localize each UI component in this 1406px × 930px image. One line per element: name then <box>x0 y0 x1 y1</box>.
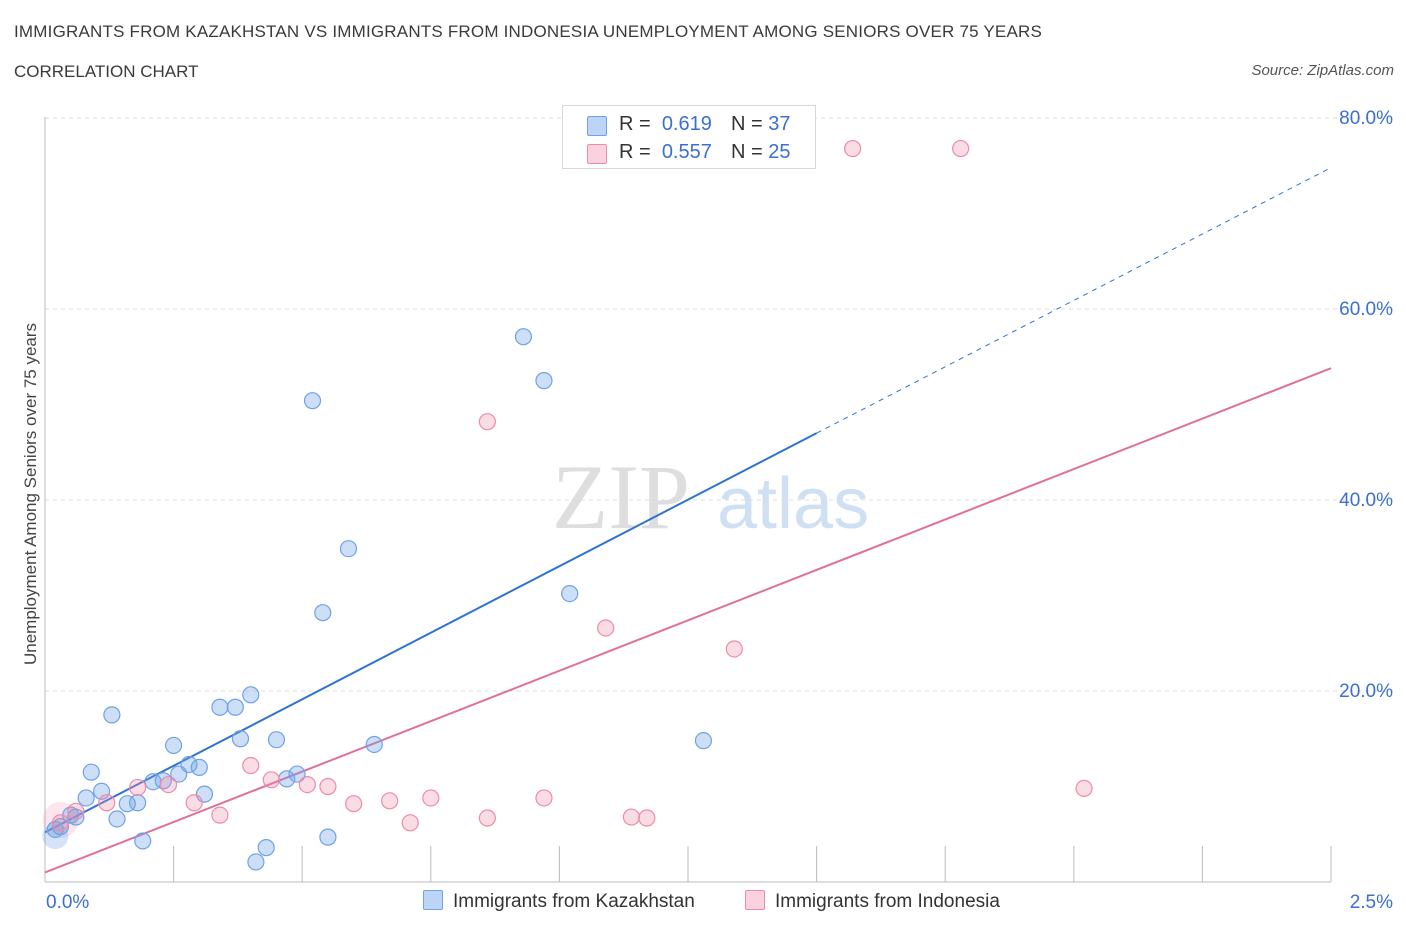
point-indonesia <box>478 809 496 827</box>
point-kazakhstan <box>267 731 286 749</box>
point-kazakhstan <box>257 839 275 857</box>
point-indonesia <box>298 775 316 794</box>
legend-n-value-kazakhstan: 37 <box>768 113 791 135</box>
legend-r-label: R = <box>619 113 651 135</box>
point-indonesia <box>67 802 85 820</box>
trend-line-kazakhstan-extension <box>816 167 1332 434</box>
point-indonesia <box>478 413 496 431</box>
point-indonesia <box>535 789 553 807</box>
y-tick-label: 80.0% <box>1339 108 1393 129</box>
point-indonesia <box>952 139 970 158</box>
point-indonesia <box>597 619 615 637</box>
point-indonesia <box>401 814 419 832</box>
bottom-legend-swatch-kazakhstan <box>423 890 443 910</box>
point-kazakhstan <box>339 540 358 558</box>
point-kazakhstan <box>103 706 121 724</box>
cluster-kazakhstan <box>42 823 69 850</box>
point-kazakhstan <box>319 828 337 846</box>
chart-subtitle: CORRELATION CHART <box>14 62 199 81</box>
point-kazakhstan <box>288 765 306 783</box>
cluster-indonesia <box>42 801 79 838</box>
y-tick-label: 60.0% <box>1339 299 1393 320</box>
grid <box>45 117 1395 692</box>
point-indonesia <box>1075 779 1093 798</box>
point-kazakhstan <box>128 794 147 812</box>
y-axis-label: Unemployment Among Seniors over 75 years <box>21 323 40 665</box>
legend-n-label: N = <box>731 141 763 163</box>
point-indonesia <box>345 795 363 813</box>
point-kazakhstan <box>165 736 183 755</box>
point-kazakhstan <box>242 686 260 704</box>
point-indonesia <box>638 809 656 827</box>
point-kazakhstan <box>561 584 579 603</box>
source-label: Source: ZipAtlas.com <box>1251 62 1394 79</box>
y-tick-label: 20.0% <box>1339 681 1393 702</box>
point-indonesia <box>319 777 337 796</box>
point-kazakhstan <box>535 372 553 390</box>
bottom-legend-label-kazakhstan: Immigrants from Kazakhstan <box>453 891 695 912</box>
point-indonesia <box>51 814 70 832</box>
legend-n-value-indonesia: 25 <box>768 141 791 163</box>
trend-lines <box>44 167 1332 874</box>
point-indonesia <box>381 792 399 810</box>
chart-title: IMMIGRANTS FROM KAZAKHSTAN VS IMMIGRANTS… <box>14 22 1043 41</box>
legend-n-label: N = <box>731 113 763 135</box>
point-kazakhstan <box>226 698 244 716</box>
point-kazakhstan <box>365 735 383 754</box>
point-indonesia <box>159 775 178 794</box>
point-kazakhstan <box>303 392 322 410</box>
point-kazakhstan <box>180 755 198 774</box>
point-kazakhstan <box>67 808 85 826</box>
data-points <box>42 139 1093 871</box>
point-kazakhstan <box>190 758 208 777</box>
watermark-atlas: atlas <box>717 464 869 544</box>
legend-swatch-kazakhstan <box>587 116 607 136</box>
bottom-legend-kazakhstan: Immigrants from Kazakhstan <box>423 890 695 913</box>
legend-swatch-indonesia <box>587 144 607 164</box>
point-kazakhstan <box>134 832 152 850</box>
x-tick-label: 2.5% <box>1350 892 1393 913</box>
watermark: ZIP atlas <box>552 446 869 548</box>
point-indonesia <box>211 806 229 824</box>
point-kazakhstan <box>314 604 332 622</box>
point-indonesia <box>844 139 862 158</box>
point-kazakhstan <box>694 732 713 750</box>
watermark-zip: ZIP <box>552 446 690 548</box>
point-indonesia <box>262 771 280 789</box>
point-kazakhstan <box>247 853 265 871</box>
legend-r-label: R = <box>619 141 651 163</box>
point-indonesia <box>622 808 641 826</box>
point-indonesia <box>242 756 260 775</box>
point-kazakhstan <box>211 698 229 716</box>
trend-line-indonesia <box>44 367 1332 874</box>
point-indonesia <box>725 640 743 658</box>
legend-r-value-indonesia: 0.557 <box>661 141 712 163</box>
point-kazakhstan <box>77 789 95 807</box>
point-indonesia <box>98 794 116 812</box>
legend-r-value-kazakhstan: 0.619 <box>661 113 712 135</box>
point-kazakhstan <box>514 328 532 346</box>
point-indonesia <box>185 794 203 812</box>
x-tick-label: 0.0% <box>46 892 89 913</box>
tick-labels: 20.0% 40.0% 60.0% 80.0% 0.0% 2.5% <box>46 108 1393 913</box>
point-indonesia <box>422 789 440 807</box>
bottom-legend-swatch-indonesia <box>745 890 765 910</box>
point-kazakhstan <box>108 810 126 828</box>
y-tick-label: 40.0% <box>1339 490 1393 511</box>
correlation-legend: R = 0.619 N = 37 R = 0.557 N = 25 <box>562 105 816 169</box>
point-kazakhstan <box>231 730 250 748</box>
axes <box>44 117 1332 883</box>
point-kazakhstan <box>82 763 100 781</box>
point-indonesia <box>128 778 147 797</box>
trend-line-kazakhstan <box>44 432 818 834</box>
point-kazakhstan <box>51 818 70 836</box>
bottom-legend-label-indonesia: Immigrants from Indonesia <box>775 891 1000 912</box>
bottom-legend-indonesia: Immigrants from Indonesia <box>745 890 1000 913</box>
